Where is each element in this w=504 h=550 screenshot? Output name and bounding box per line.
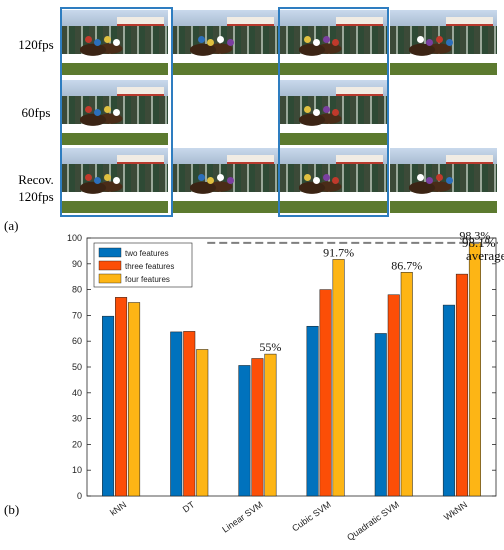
x-tick-label: DT: [181, 499, 197, 514]
panel-a-tag: (a): [4, 218, 19, 233]
bar-annotation: 91.7%: [323, 245, 354, 259]
legend-swatch: [98, 260, 122, 271]
x-tick-label: kNN: [108, 499, 128, 517]
bar-two-features-wknn: [442, 304, 455, 497]
bar-three-features-linear-svm: [251, 358, 264, 497]
highlight-box-third: [278, 7, 389, 217]
legend-swatch: [98, 273, 122, 284]
average-sublabel: average: [466, 248, 504, 263]
highlight-box-first: [60, 7, 173, 217]
bar-annotation: 86.7%: [391, 258, 422, 272]
y-tick-label: 90: [72, 259, 82, 269]
y-tick-label: 80: [72, 285, 82, 295]
video-frame: [280, 80, 387, 145]
y-tick-label: 10: [72, 465, 82, 475]
x-tick-label: Linear SVM: [220, 499, 264, 534]
row-label-60fps: 60fps: [21, 105, 51, 120]
bar-four-features-knn: [128, 302, 141, 497]
row-label-recovered-120fps: Recov. 120fps: [18, 172, 54, 204]
row-label-120fps: 120fps: [18, 37, 54, 52]
y-tick-label: 20: [72, 439, 82, 449]
y-tick-label: 70: [72, 310, 82, 320]
legend-label: two features: [125, 249, 169, 258]
bar-two-features-quadratic-svm: [374, 333, 387, 497]
x-tick-label: Quadratic SVM: [345, 499, 401, 542]
bar-three-features-dt: [183, 331, 196, 497]
video-frame: [171, 10, 278, 75]
y-tick-label: 60: [72, 336, 82, 346]
video-frame: [280, 10, 387, 75]
video-frame: [280, 148, 387, 213]
y-tick-label: 40: [72, 388, 82, 398]
bar-chart: 0 10 20 30 40 50 60 70 80 90 100 kNN DT Linear SVM Cub…: [67, 228, 504, 542]
bar-four-features-wknn: [468, 242, 481, 497]
bar-two-features-knn: [102, 315, 115, 497]
legend-label: four features: [125, 275, 170, 284]
y-tick-label: 50: [72, 362, 82, 372]
video-frame: [61, 10, 168, 75]
bar-two-features-linear-svm: [238, 365, 251, 497]
y-tick-label: 30: [72, 414, 82, 424]
video-frame: [390, 10, 497, 75]
y-tick-label: 100: [67, 233, 82, 243]
x-tick-label: Cubic SVM: [290, 499, 333, 533]
panel-b-tag: (b): [4, 502, 20, 517]
bar-four-features-cubic-svm: [332, 259, 345, 497]
average-value-label: 98.1%: [462, 235, 496, 250]
bar-three-features-knn: [115, 297, 128, 497]
legend-swatch: [98, 247, 122, 258]
video-frame: [61, 148, 168, 213]
legend-label: three features: [125, 262, 174, 271]
bar-three-features-cubic-svm: [319, 289, 332, 497]
bar-four-features-dt: [196, 349, 209, 497]
bar-three-features-quadratic-svm: [387, 294, 400, 497]
bar-three-features-wknn: [455, 273, 468, 497]
video-frame: [61, 80, 168, 145]
bar-annotation: 55%: [259, 340, 281, 354]
bar-four-features-quadratic-svm: [400, 272, 413, 497]
bar-two-features-cubic-svm: [306, 325, 319, 497]
bar-annotation: 98.3%: [459, 228, 490, 242]
y-tick-label: 0: [77, 491, 82, 501]
video-frame: [171, 148, 278, 213]
video-frame: [390, 148, 497, 213]
bar-two-features-dt: [170, 331, 183, 497]
bar-four-features-linear-svm: [264, 353, 277, 497]
x-tick-label: WkNN: [442, 499, 469, 522]
